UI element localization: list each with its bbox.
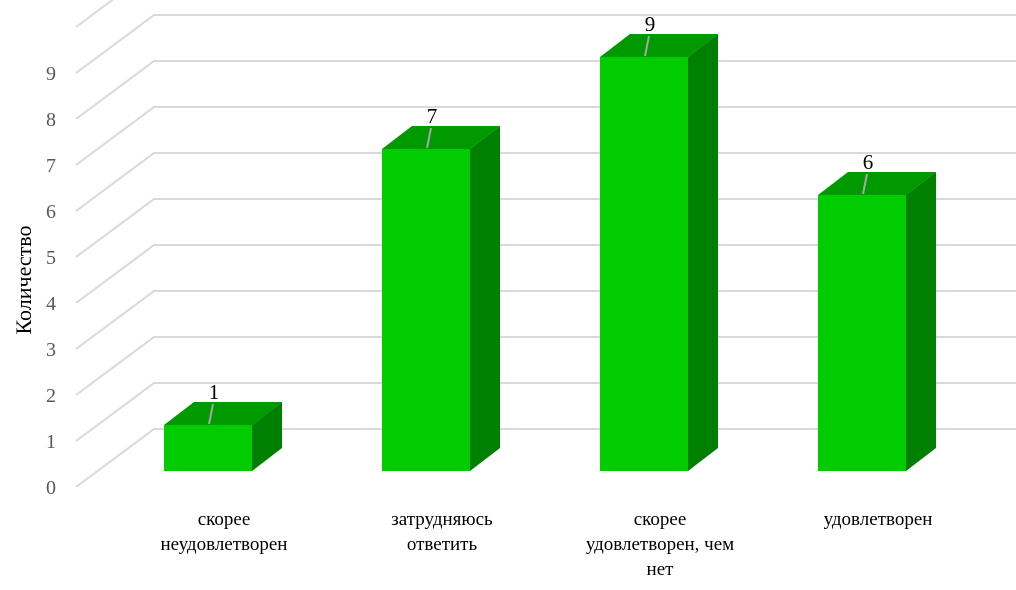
- category-labels: скорее неудовлетворен затрудняюсь ответить с…: [161, 509, 933, 580]
- bar-top: [382, 126, 500, 149]
- gridline-10: [75, 0, 114, 28]
- bar-front: [818, 195, 906, 471]
- bar-front: [600, 57, 688, 471]
- bar-front: [164, 425, 252, 471]
- y-tick-label: 7: [46, 155, 56, 177]
- category-label: удовлетворен: [824, 509, 933, 530]
- y-tick-label: 0: [46, 477, 56, 499]
- gridline-3: [75, 290, 1016, 350]
- gridline-8: [75, 60, 1016, 120]
- gridlines: [75, 0, 1016, 488]
- bar-top: [600, 34, 718, 57]
- data-label: 9: [645, 12, 656, 36]
- bar: [818, 172, 936, 471]
- gridline-5: [75, 198, 1016, 258]
- category-label: скорее удовлетворен, чем нет: [586, 509, 734, 580]
- bar: [382, 126, 500, 471]
- data-label-leader: [862, 173, 868, 195]
- y-tick-label: 8: [46, 109, 56, 131]
- data-label: 7: [427, 104, 438, 128]
- data-label-leader: [208, 403, 214, 425]
- y-axis-title: Количество: [11, 225, 36, 334]
- gridline-4: [75, 244, 1016, 304]
- data-label-leader: [644, 35, 650, 57]
- y-tick-label: 1: [46, 431, 56, 453]
- gridline-1: [75, 382, 1016, 442]
- data-label: 1: [209, 380, 220, 404]
- bar-top: [164, 402, 282, 425]
- y-tick-label: 5: [46, 247, 56, 269]
- y-tick-label: 4: [46, 293, 56, 315]
- bar: [164, 402, 282, 471]
- bars: [164, 34, 936, 471]
- bar-side: [688, 34, 718, 471]
- category-label: скорее неудовлетворен: [161, 509, 288, 555]
- bar: [600, 34, 718, 471]
- y-tick-label: 2: [46, 385, 56, 407]
- category-label: затрудняюсь ответить: [391, 509, 493, 555]
- data-label: 6: [863, 150, 874, 174]
- y-axis-ticks: 0 1 2 3 4 5 6 7 8 9: [46, 63, 56, 499]
- gridline-7: [75, 106, 1016, 166]
- bar-front: [382, 149, 470, 471]
- y-tick-label: 3: [46, 339, 56, 361]
- y-tick-label: 9: [46, 63, 56, 85]
- bar-side: [906, 172, 936, 471]
- gridline-2: [75, 336, 1016, 396]
- gridline-9: [75, 14, 1016, 74]
- y-tick-label: 6: [46, 201, 56, 223]
- data-label-leader: [426, 127, 432, 149]
- gridline-0: [75, 428, 1016, 488]
- gridline-6: [75, 152, 1016, 212]
- bar-side: [470, 126, 500, 471]
- bar-top: [818, 172, 936, 195]
